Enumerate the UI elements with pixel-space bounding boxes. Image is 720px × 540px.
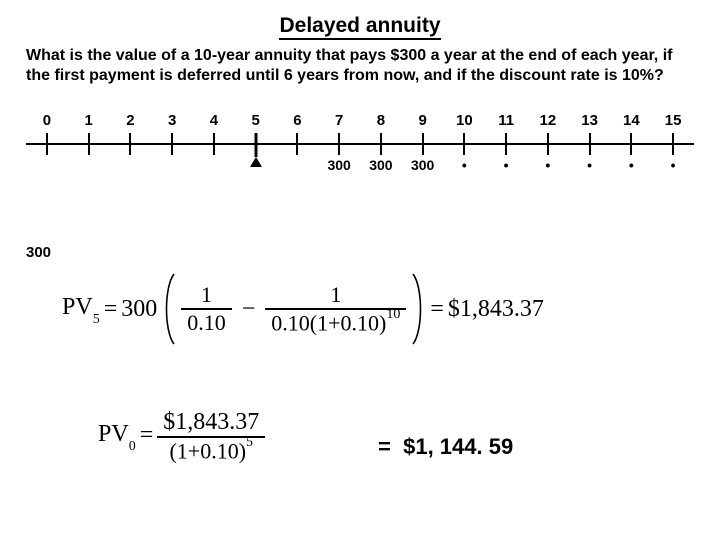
period-label: 14: [611, 112, 653, 129]
period-label: 2: [110, 112, 152, 129]
tick-mark: [88, 133, 90, 155]
ticks-row: [26, 133, 694, 155]
page-title: Delayed annuity: [0, 0, 720, 38]
payment-label: [151, 157, 193, 173]
pv5-var-text: PV: [62, 294, 93, 320]
period-label: 10: [444, 112, 486, 129]
tick-mark: [463, 133, 465, 155]
payment-label: 300: [360, 157, 402, 173]
period-label: 9: [402, 112, 444, 129]
pv0-frac-num: $1,843.37: [157, 408, 265, 436]
period-label: 3: [151, 112, 193, 129]
equals-icon: =: [430, 296, 444, 323]
pv0-fraction: $1,843.37 (1+0.10)5: [157, 408, 265, 464]
pv0-den-a: (1: [169, 438, 187, 463]
pv0-den-b: 0.10): [200, 438, 246, 463]
pv0-frac-den: (1+0.10)5: [163, 438, 259, 464]
tick-mark: [46, 133, 48, 155]
equals-icon: =: [140, 422, 154, 449]
period-label: 11: [485, 112, 527, 129]
frac1-den: 0.10: [181, 310, 232, 336]
period-label: 1: [68, 112, 110, 129]
formula-pv5: PV5 = 300 1 0.10 − 1 0.10(1+0.10)10 = $1…: [62, 272, 544, 346]
tick-mark: [505, 133, 507, 155]
period-label: 6: [277, 112, 319, 129]
payment-label: [68, 157, 110, 173]
tick-mark: [380, 133, 382, 155]
period-label: 4: [193, 112, 235, 129]
pv0-var-text: PV: [98, 421, 129, 447]
tick-mark: [171, 133, 173, 155]
payment-label: •: [527, 157, 569, 173]
frac2-num: 1: [324, 282, 347, 308]
frac2-exp: 10: [386, 307, 400, 322]
period-label: 8: [360, 112, 402, 129]
pv5-var: PV5: [62, 294, 100, 325]
period-label: 7: [318, 112, 360, 129]
payment-label: 300: [402, 157, 444, 173]
period-label: 13: [569, 112, 611, 129]
payment-label: •: [569, 157, 611, 173]
pv0-exp: 5: [246, 435, 253, 450]
equals-icon: =: [104, 296, 118, 323]
frac2-den-b: 0.10): [341, 310, 387, 335]
minus-icon: −: [236, 296, 262, 323]
tick-mark: [254, 133, 257, 157]
frac-1-over-r1rn: 1 0.10(1+0.10)10: [265, 282, 406, 336]
tick-mark: [630, 133, 632, 155]
payment-row: 300300300••••••: [26, 157, 694, 173]
final-result: = $1, 144. 59: [378, 434, 513, 460]
frac1-num: 1: [195, 282, 218, 308]
frac2-den: 0.10(1+0.10)10: [265, 310, 406, 336]
frac2-den-a: 0.10(1: [271, 310, 328, 335]
payment-label: [26, 157, 68, 173]
formula-pv0: PV0 = $1,843.37 (1+0.10)5: [98, 408, 265, 464]
result-value: $1, 144. 59: [403, 434, 513, 459]
period-label: 5: [235, 112, 277, 129]
payment-label: •: [652, 157, 694, 173]
timeline: 0123456789101112131415 300300300••••••: [0, 112, 720, 173]
result-equals: =: [378, 434, 391, 459]
tick-mark: [422, 133, 424, 155]
side-value-label: 300: [26, 244, 51, 261]
timeline-axis: [26, 143, 694, 145]
tick-mark: [589, 133, 591, 155]
arrow-up-icon: [250, 157, 262, 167]
pv5-coeff: 300: [121, 296, 157, 323]
payment-label: 300: [318, 157, 360, 173]
tick-mark: [672, 133, 674, 155]
close-paren: [410, 272, 426, 346]
title-text: Delayed annuity: [279, 14, 440, 40]
payment-label: [277, 157, 319, 173]
pv0-var: PV0: [98, 421, 136, 452]
frac-1-over-r: 1 0.10: [181, 282, 232, 336]
payment-label: •: [611, 157, 653, 173]
tick-mark: [129, 133, 131, 155]
tick-mark: [213, 133, 215, 155]
tick-mark: [296, 133, 298, 155]
payment-label: [193, 157, 235, 173]
period-row: 0123456789101112131415: [26, 112, 694, 129]
payment-label: •: [485, 157, 527, 173]
tick-mark: [547, 133, 549, 155]
period-label: 0: [26, 112, 68, 129]
pv5-result: $1,843.37: [448, 296, 544, 323]
payment-label: [110, 157, 152, 173]
open-paren: [161, 272, 177, 346]
payment-label: •: [444, 157, 486, 173]
period-label: 15: [652, 112, 694, 129]
period-label: 12: [527, 112, 569, 129]
pv5-sub: 5: [93, 312, 100, 327]
tick-mark: [338, 133, 340, 155]
pv0-sub: 0: [129, 439, 136, 454]
question-text: What is the value of a 10-year annuity t…: [0, 38, 720, 86]
